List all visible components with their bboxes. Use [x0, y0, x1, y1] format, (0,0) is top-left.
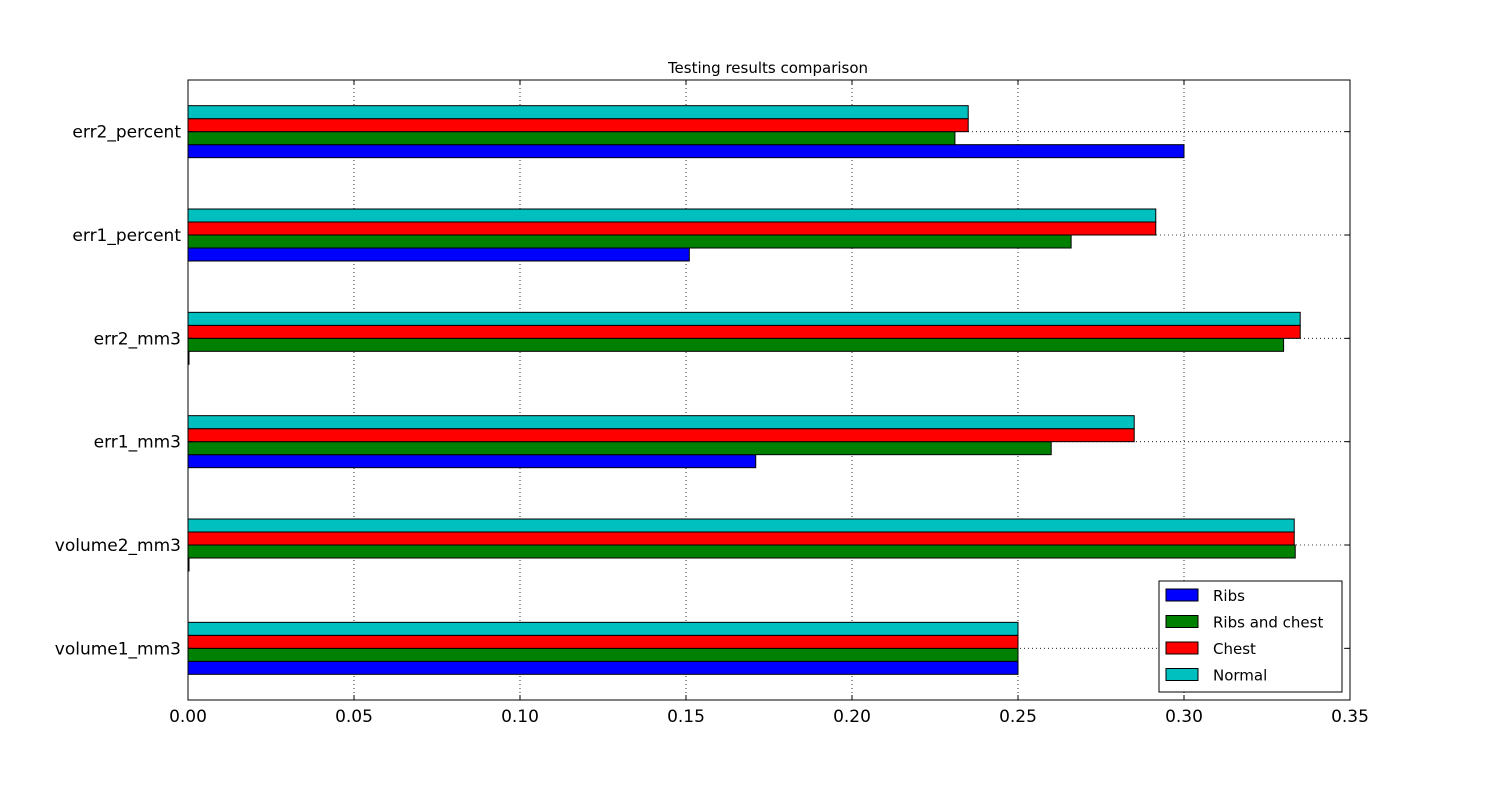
bar-ribs-and-chest-err1-percent	[187, 234, 1072, 249]
bar-normal-err2-mm3	[187, 311, 1301, 326]
bar-chest-err1-percent	[187, 221, 1157, 236]
x-tick-label: 0.30	[1165, 707, 1203, 727]
x-tick-label: 0.25	[999, 707, 1037, 727]
x-tick-label: 0.10	[501, 707, 539, 727]
legend-swatch	[1165, 615, 1199, 628]
bar-ribs-and-chest-volume1-mm3	[187, 647, 1019, 662]
legend-label: Normal	[1213, 667, 1267, 685]
y-tick-label: err2_mm3	[94, 329, 181, 349]
legend-label: Ribs and chest	[1213, 614, 1323, 632]
legend-label: Chest	[1213, 640, 1256, 658]
legend: Ribs Ribs and chest Chest Normal	[1158, 580, 1343, 693]
bar-normal-volume2-mm3	[187, 518, 1295, 533]
y-tick-label: err1_percent	[72, 226, 181, 246]
bar-ribs-and-chest-err2-mm3	[187, 337, 1285, 352]
x-tick-label: 0.05	[335, 707, 373, 727]
bar-chest-volume2-mm3	[187, 531, 1295, 546]
y-tick-label: err2_percent	[72, 123, 181, 143]
bar-ribs-and-chest-volume2-mm3	[187, 544, 1296, 559]
y-tick-label: volume2_mm3	[55, 536, 181, 556]
bar-normal-err2-percent	[187, 105, 969, 120]
legend-swatch	[1165, 588, 1199, 602]
legend-swatch	[1165, 668, 1199, 681]
bar-ribs-volume1-mm3	[187, 660, 1019, 675]
x-tick-label: 0.15	[667, 707, 705, 727]
legend-label: Ribs	[1213, 587, 1245, 605]
y-tick-label: volume1_mm3	[55, 639, 181, 659]
bar-ribs-err1-mm3	[187, 454, 757, 469]
plot-frame	[187, 79, 1351, 701]
bar-ribs-and-chest-err1-mm3	[187, 441, 1052, 456]
y-tick-label: err1_mm3	[94, 433, 181, 453]
bar-ribs-and-chest-err2-percent	[187, 131, 956, 146]
x-axis-labels: 0.00 0.05 0.10 0.15 0.20 0.25 0.30 0.35	[169, 707, 1369, 727]
bar-normal-err1-percent	[187, 208, 1157, 223]
legend-swatch	[1165, 641, 1199, 655]
bar-ribs-err2-percent	[187, 144, 1185, 159]
bar-chest-err2-percent	[187, 118, 969, 133]
bar-ribs-err1-percent	[187, 247, 690, 262]
bars	[187, 105, 1301, 675]
axis-ticks	[187, 80, 1351, 700]
chart-title: Testing results comparison	[667, 59, 868, 77]
bar-normal-err1-mm3	[187, 415, 1135, 430]
bar-chest-err1-mm3	[187, 428, 1135, 443]
x-tick-label: 0.20	[833, 707, 871, 727]
bar-chest-volume1-mm3	[187, 634, 1019, 649]
y-axis-labels: volume1_mm3 volume2_mm3 err1_mm3 err2_mm3 er…	[55, 123, 182, 660]
bar-chest-err2-mm3	[187, 324, 1301, 339]
bar-normal-volume1-mm3	[187, 621, 1019, 636]
x-tick-label: 0.00	[169, 707, 207, 727]
x-tick-label: 0.35	[1331, 707, 1369, 727]
